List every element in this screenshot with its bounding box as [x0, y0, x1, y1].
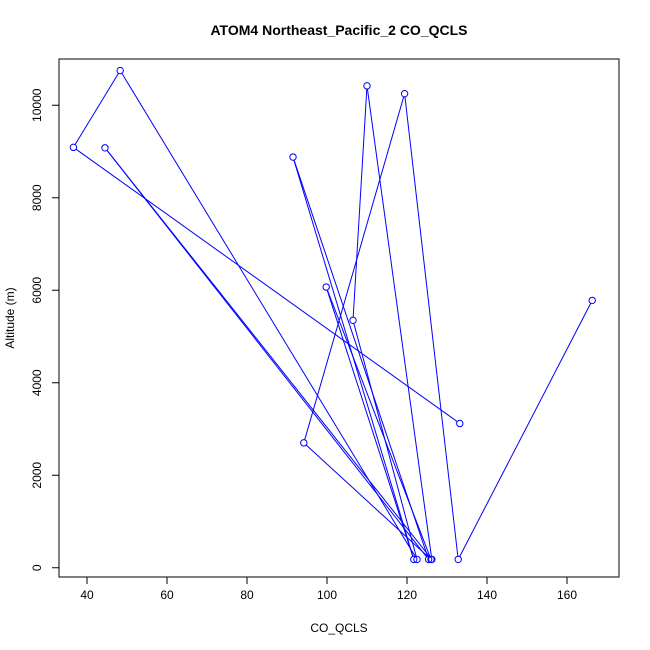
y-axis-label: Altitude (m) [3, 287, 17, 348]
data-point [349, 316, 357, 325]
x-tick-label: 40 [80, 588, 94, 602]
series-segment [366, 88, 432, 557]
y-tick-label: 2000 [30, 462, 44, 489]
series-segment [75, 148, 458, 422]
data-point [289, 153, 297, 161]
y-axis: 0 2000 4000 6000 8000 10000 [30, 88, 60, 571]
series-segment [74, 73, 119, 145]
series-segment [305, 444, 429, 558]
data-point [428, 555, 436, 564]
series-segment [106, 149, 431, 558]
data-point [69, 143, 78, 152]
x-tick-label: 80 [240, 588, 254, 602]
y-axis-label-group: Altitude (m) [3, 287, 17, 348]
data-point [456, 419, 464, 428]
x-axis: 40 60 80 100 120 140 160 [80, 576, 577, 602]
x-axis-label: CO_QCLS [310, 621, 367, 635]
y-tick-label: 0 [30, 564, 44, 571]
series-segment [404, 96, 459, 557]
data-point [588, 296, 596, 305]
series-segment [304, 96, 405, 440]
data-point [454, 555, 462, 564]
data-point [413, 555, 421, 564]
data-point [424, 555, 433, 564]
series-segment [293, 159, 414, 557]
series-segment [459, 303, 592, 557]
series-segment [353, 323, 417, 557]
data-point [116, 66, 124, 75]
data-point [101, 144, 109, 152]
x-tick-label: 100 [317, 588, 337, 602]
x-tick-label: 120 [397, 588, 417, 602]
chart-title: ATOM4 Northeast_Pacific_2 CO_QCLS [210, 22, 467, 38]
x-tick-label: 140 [477, 588, 497, 602]
data-point [400, 89, 409, 98]
series-segment [293, 159, 429, 557]
series-lines [74, 73, 592, 558]
y-tick-label: 4000 [30, 369, 44, 396]
data-point [410, 555, 418, 564]
y-tick-label: 8000 [30, 184, 44, 211]
y-tick-label: 6000 [30, 277, 44, 304]
x-tick-label: 60 [160, 588, 174, 602]
data-point [322, 283, 330, 291]
series-segment [352, 88, 368, 318]
series-segment [326, 289, 414, 557]
series-segment [121, 73, 416, 557]
data-point [300, 439, 308, 447]
y-tick-label: 10000 [30, 88, 44, 122]
data-point [363, 82, 371, 90]
series-points [69, 66, 596, 564]
x-tick-label: 160 [557, 588, 577, 602]
